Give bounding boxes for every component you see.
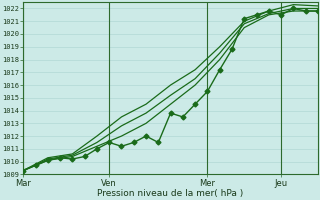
X-axis label: Pression niveau de la mer( hPa ): Pression niveau de la mer( hPa ) bbox=[98, 189, 244, 198]
